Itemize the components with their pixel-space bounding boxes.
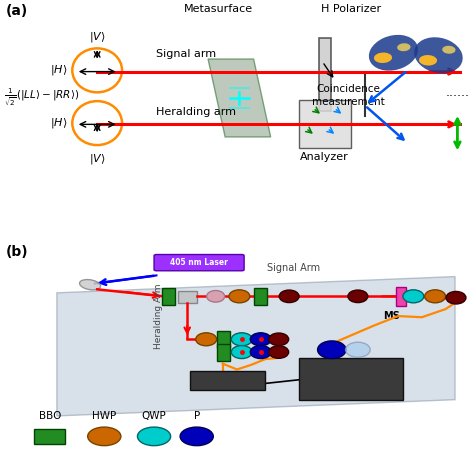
Text: (a): (a) <box>6 4 28 18</box>
Ellipse shape <box>231 333 252 346</box>
Text: Heralding arm: Heralding arm <box>156 107 237 117</box>
Polygon shape <box>57 277 455 416</box>
Text: (b): (b) <box>6 245 28 259</box>
Text: BBO: BBO <box>38 410 61 420</box>
Polygon shape <box>178 291 197 303</box>
Ellipse shape <box>137 427 171 446</box>
Text: Coincidence
measurement: Coincidence measurement <box>312 84 385 107</box>
Ellipse shape <box>180 427 213 446</box>
Ellipse shape <box>250 333 271 346</box>
Text: Analyzer: Analyzer <box>301 152 349 162</box>
Bar <box>254 288 267 305</box>
Ellipse shape <box>250 346 271 358</box>
Ellipse shape <box>229 290 250 303</box>
Bar <box>299 100 351 148</box>
Ellipse shape <box>348 290 368 302</box>
Text: Signal Arm: Signal Arm <box>267 264 320 273</box>
Ellipse shape <box>425 290 446 303</box>
Ellipse shape <box>403 290 424 303</box>
Text: SPCM: SPCM <box>210 375 245 386</box>
Ellipse shape <box>207 291 225 302</box>
Text: ......: ...... <box>446 86 469 100</box>
Ellipse shape <box>196 333 217 346</box>
Ellipse shape <box>397 43 410 51</box>
Text: $|V\rangle$: $|V\rangle$ <box>89 30 106 44</box>
Polygon shape <box>319 38 331 110</box>
Ellipse shape <box>369 35 418 71</box>
Bar <box>34 428 65 444</box>
Text: Signal arm: Signal arm <box>156 49 217 59</box>
Text: SPAD
Camera: SPAD Camera <box>327 367 374 391</box>
Ellipse shape <box>374 53 392 63</box>
FancyBboxPatch shape <box>190 371 265 391</box>
Ellipse shape <box>446 292 466 304</box>
Ellipse shape <box>442 46 456 54</box>
Ellipse shape <box>346 342 370 357</box>
Ellipse shape <box>269 346 289 358</box>
Ellipse shape <box>414 37 463 73</box>
Text: H Polarizer: H Polarizer <box>321 4 381 14</box>
Text: $|H\rangle$: $|H\rangle$ <box>50 116 68 130</box>
Text: MS: MS <box>383 311 400 321</box>
Bar <box>396 287 406 306</box>
Text: Metasurface: Metasurface <box>183 4 253 14</box>
Text: P: P <box>193 410 200 420</box>
Bar <box>162 288 175 305</box>
FancyBboxPatch shape <box>299 358 403 400</box>
Text: $\frac{1}{\sqrt{2}}(|LL\rangle-|RR\rangle)$: $\frac{1}{\sqrt{2}}(|LL\rangle-|RR\rangl… <box>4 87 79 109</box>
Ellipse shape <box>419 55 437 65</box>
Ellipse shape <box>88 427 121 446</box>
FancyBboxPatch shape <box>154 255 244 271</box>
Bar <box>217 331 230 348</box>
Ellipse shape <box>80 280 100 290</box>
Text: HWP: HWP <box>92 410 117 420</box>
Ellipse shape <box>231 346 252 358</box>
Text: 405 nm Laser: 405 nm Laser <box>170 258 228 267</box>
Text: $|V\rangle$: $|V\rangle$ <box>89 152 106 166</box>
Ellipse shape <box>279 290 299 302</box>
Ellipse shape <box>318 341 346 358</box>
Text: QWP: QWP <box>142 410 166 420</box>
Text: Heralding Arm: Heralding Arm <box>155 283 163 349</box>
Bar <box>217 344 230 361</box>
Polygon shape <box>208 59 271 137</box>
Ellipse shape <box>269 333 289 346</box>
Text: $|H\rangle$: $|H\rangle$ <box>50 64 68 77</box>
